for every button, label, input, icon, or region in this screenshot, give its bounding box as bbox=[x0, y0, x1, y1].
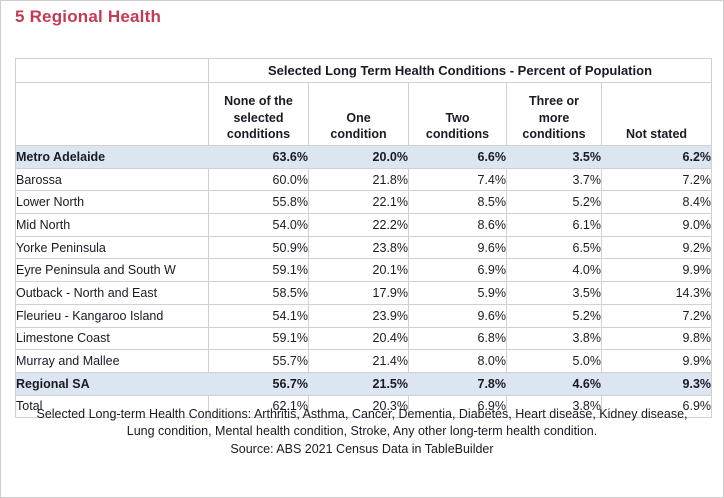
page-title: 5 Regional Health bbox=[15, 7, 162, 26]
value-cell: 6.8% bbox=[408, 326, 507, 351]
value-cell: 9.9% bbox=[600, 349, 713, 373]
value-cell: 58.5% bbox=[208, 281, 309, 305]
table-row-eyre-peninsula: Eyre Peninsula and South W 59.1% 20.1% 6… bbox=[15, 258, 713, 283]
value-cell: 5.2% bbox=[506, 303, 602, 328]
value-cell: 3.7% bbox=[506, 167, 602, 192]
table-row-yorke-peninsula: Yorke Peninsula 50.9% 23.8% 9.6% 6.5% 9.… bbox=[15, 235, 713, 260]
value-cell: 20.4% bbox=[308, 326, 409, 351]
table-row-regional-sa: Regional SA 56.7% 21.5% 7.8% 4.6% 9.3% bbox=[15, 371, 713, 396]
value-cell: 6.1% bbox=[506, 213, 602, 237]
merged-header-row: Selected Long Term Health Conditions - P… bbox=[15, 58, 713, 83]
column-header-three-or-more: Three or more conditions bbox=[506, 82, 602, 146]
table-row-metro-adelaide: Metro Adelaide 63.6% 20.0% 6.6% 3.5% 6.2… bbox=[15, 145, 713, 169]
merged-header: Selected Long Term Health Conditions - P… bbox=[207, 58, 713, 83]
value-cell: 4.6% bbox=[506, 371, 602, 396]
region-cell: Total bbox=[15, 394, 209, 419]
region-cell: Yorke Peninsula bbox=[15, 235, 209, 260]
value-cell: 55.7% bbox=[208, 349, 309, 373]
value-cell: 7.2% bbox=[600, 303, 713, 328]
source-footnote: Source: ABS 2021 Census Data in TableBui… bbox=[230, 441, 494, 456]
value-cell: 4.0% bbox=[506, 258, 602, 283]
conditions-footnote: Selected Long-term Health Conditions: Ar… bbox=[36, 407, 688, 439]
value-cell: 8.5% bbox=[408, 190, 507, 215]
value-cell: 59.1% bbox=[208, 258, 309, 283]
health-conditions-table: Selected Long Term Health Conditions - P… bbox=[15, 58, 713, 419]
value-cell: 14.3% bbox=[600, 281, 713, 305]
region-cell: Metro Adelaide bbox=[15, 145, 209, 169]
value-cell: 8.4% bbox=[600, 190, 713, 215]
value-cell: 60.0% bbox=[208, 167, 309, 192]
value-cell: 5.2% bbox=[506, 190, 602, 215]
table-row-total: Total 62.1% 20.3% 6.9% 3.8% 6.9% bbox=[15, 394, 713, 419]
value-cell: 5.9% bbox=[408, 281, 507, 305]
table-row-mid-north: Mid North 54.0% 22.2% 8.6% 6.1% 9.0% bbox=[15, 213, 713, 237]
value-cell: 6.2% bbox=[600, 145, 713, 169]
region-cell: Murray and Mallee bbox=[15, 349, 209, 373]
value-cell: 23.8% bbox=[308, 235, 409, 260]
value-cell: 22.2% bbox=[308, 213, 409, 237]
value-cell: 3.8% bbox=[506, 326, 602, 351]
table-row-lower-north: Lower North 55.8% 22.1% 8.5% 5.2% 8.4% bbox=[15, 190, 713, 215]
value-cell: 6.9% bbox=[600, 394, 713, 419]
corner-cell bbox=[15, 58, 209, 83]
value-cell: 7.8% bbox=[408, 371, 507, 396]
region-cell: Limestone Coast bbox=[15, 326, 209, 351]
value-cell: 3.5% bbox=[506, 281, 602, 305]
value-cell: 59.1% bbox=[208, 326, 309, 351]
value-cell: 21.8% bbox=[308, 167, 409, 192]
table-row-murray-mallee: Murray and Mallee 55.7% 21.4% 8.0% 5.0% … bbox=[15, 349, 713, 373]
column-header-one: One condition bbox=[308, 82, 409, 146]
region-cell: Outback - North and East bbox=[15, 281, 209, 305]
value-cell: 21.5% bbox=[308, 371, 409, 396]
region-cell: Lower North bbox=[15, 190, 209, 215]
value-cell: 3.8% bbox=[506, 394, 602, 419]
value-cell: 6.9% bbox=[408, 394, 507, 419]
table-row-barossa: Barossa 60.0% 21.8% 7.4% 3.7% 7.2% bbox=[15, 167, 713, 192]
value-cell: 17.9% bbox=[308, 281, 409, 305]
value-cell: 6.9% bbox=[408, 258, 507, 283]
region-cell: Eyre Peninsula and South W bbox=[15, 258, 209, 283]
value-cell: 7.2% bbox=[600, 167, 713, 192]
region-cell: Barossa bbox=[15, 167, 209, 192]
column-header-two: Two conditions bbox=[408, 82, 507, 146]
value-cell: 54.0% bbox=[208, 213, 309, 237]
value-cell: 20.1% bbox=[308, 258, 409, 283]
region-column-header bbox=[15, 82, 209, 146]
value-cell: 6.5% bbox=[506, 235, 602, 260]
value-cell: 8.0% bbox=[408, 349, 507, 373]
value-cell: 9.8% bbox=[600, 326, 713, 351]
column-header-not-stated: Not stated bbox=[600, 82, 713, 146]
value-cell: 21.4% bbox=[308, 349, 409, 373]
value-cell: 9.0% bbox=[600, 213, 713, 237]
region-cell: Mid North bbox=[15, 213, 209, 237]
footnotes: Selected Long-term Health Conditions: Ar… bbox=[1, 406, 723, 458]
value-cell: 23.9% bbox=[308, 303, 409, 328]
value-cell: 9.9% bbox=[600, 258, 713, 283]
value-cell: 20.3% bbox=[308, 394, 409, 419]
value-cell: 9.6% bbox=[408, 235, 507, 260]
table-row-outback: Outback - North and East 58.5% 17.9% 5.9… bbox=[15, 281, 713, 305]
value-cell: 3.5% bbox=[506, 145, 602, 169]
value-cell: 63.6% bbox=[208, 145, 309, 169]
column-header-row: None of the selected conditions One cond… bbox=[15, 82, 713, 146]
value-cell: 50.9% bbox=[208, 235, 309, 260]
value-cell: 7.4% bbox=[408, 167, 507, 192]
table-row-limestone-coast: Limestone Coast 59.1% 20.4% 6.8% 3.8% 9.… bbox=[15, 326, 713, 351]
value-cell: 56.7% bbox=[208, 371, 309, 396]
value-cell: 9.6% bbox=[408, 303, 507, 328]
value-cell: 54.1% bbox=[208, 303, 309, 328]
value-cell: 20.0% bbox=[308, 145, 409, 169]
value-cell: 9.2% bbox=[600, 235, 713, 260]
value-cell: 22.1% bbox=[308, 190, 409, 215]
column-header-none: None of the selected conditions bbox=[208, 82, 309, 146]
value-cell: 6.6% bbox=[408, 145, 507, 169]
value-cell: 5.0% bbox=[506, 349, 602, 373]
value-cell: 9.3% bbox=[600, 371, 713, 396]
table-row-fleurieu: Fleurieu - Kangaroo Island 54.1% 23.9% 9… bbox=[15, 303, 713, 328]
value-cell: 55.8% bbox=[208, 190, 309, 215]
region-cell: Regional SA bbox=[15, 371, 209, 396]
value-cell: 8.6% bbox=[408, 213, 507, 237]
region-cell: Fleurieu - Kangaroo Island bbox=[15, 303, 209, 328]
